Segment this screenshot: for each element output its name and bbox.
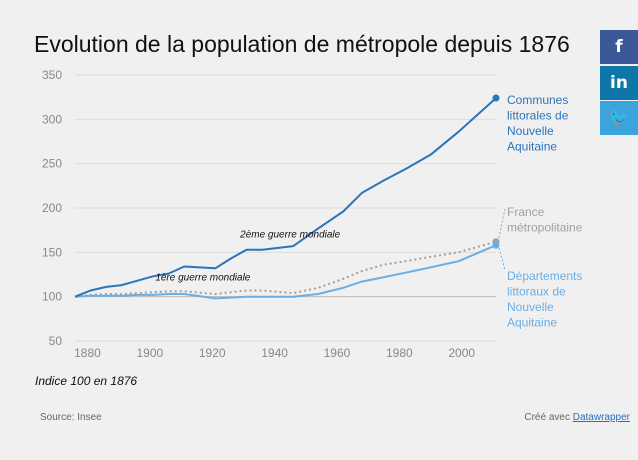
series-label-leader (497, 208, 506, 243)
y-tick-label: 200 (42, 201, 62, 215)
series-label: littorales de (507, 109, 569, 123)
series-line (74, 97, 497, 298)
series-label: Aquitaine (507, 316, 557, 330)
series-label: France (507, 205, 545, 219)
y-tick-label: 300 (42, 112, 62, 126)
facebook-icon: f (615, 37, 623, 57)
x-tick-label: 1960 (324, 346, 351, 360)
y-tick-label: 150 (42, 245, 62, 259)
twitter-icon: 🐦 (608, 108, 630, 128)
series-label: Nouvelle (507, 300, 554, 314)
index-note: Indice 100 en 1876 (35, 374, 138, 388)
series-line (74, 244, 497, 300)
y-tick-label: 50 (49, 334, 63, 348)
y-tick-label: 350 (42, 68, 62, 82)
facebook-share-button[interactable]: f (600, 30, 638, 64)
y-tick-label: 250 (42, 157, 62, 171)
series-label-leader (497, 243, 506, 271)
series-label: Nouvelle (507, 124, 554, 138)
x-tick-label: 1880 (74, 346, 101, 360)
linkedin-share-button[interactable]: in (600, 66, 638, 100)
twitter-share-button[interactable]: 🐦 (600, 101, 638, 135)
datawrapper-link[interactable]: Datawrapper (572, 412, 630, 423)
y-tick-label: 100 (42, 290, 62, 304)
series-label: métropolitaine (507, 221, 583, 235)
source-text: Source: Insee (40, 412, 102, 423)
x-tick-label: 1920 (199, 346, 226, 360)
series-label: Aquitaine (507, 140, 557, 154)
x-tick-label: 1900 (136, 346, 163, 360)
series-label: Communes (507, 93, 568, 107)
linkedin-icon: in (610, 73, 628, 93)
credit-text: Créé avec Datawrapper (524, 412, 630, 423)
annotation-label: 1ère guerre mondiale (155, 273, 250, 284)
chart-title: Evolution de la population de métropole … (34, 31, 570, 57)
x-tick-label: 1940 (261, 346, 288, 360)
series-end-point (492, 94, 500, 102)
credit-prefix: Créé avec (524, 412, 573, 423)
x-tick-label: 1980 (386, 346, 413, 360)
series-label: Départements (507, 269, 582, 283)
annotation-label: 2ème guerre mondiale (239, 229, 340, 240)
series-end-point (492, 241, 500, 249)
series-label: littoraux de (507, 285, 566, 299)
x-tick-label: 2000 (448, 346, 475, 360)
line-chart: 50 100 150 200 250 300 350 1880 1900 1920 1940 1960… (42, 68, 583, 360)
series-line (74, 240, 497, 298)
